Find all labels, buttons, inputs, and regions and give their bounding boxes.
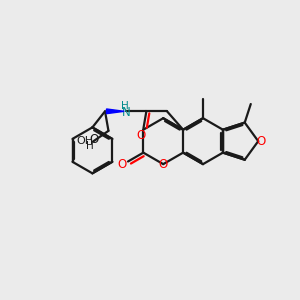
Text: H: H <box>121 101 129 111</box>
Text: N: N <box>122 106 131 119</box>
Text: OH: OH <box>76 136 94 146</box>
Polygon shape <box>106 109 124 114</box>
Text: H: H <box>86 142 94 152</box>
Text: O: O <box>118 158 127 171</box>
Text: O: O <box>90 133 99 146</box>
Text: O: O <box>256 135 265 148</box>
Text: O: O <box>136 128 146 142</box>
Text: O: O <box>159 158 168 171</box>
